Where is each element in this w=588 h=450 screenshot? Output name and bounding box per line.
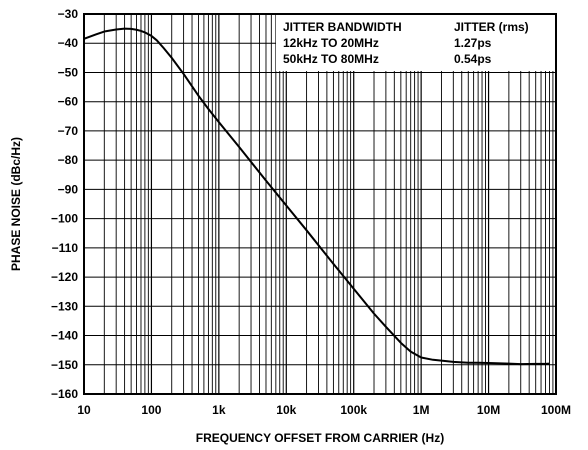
- x-tick-label: 10: [77, 403, 91, 417]
- x-tick-label: 100: [141, 403, 161, 417]
- y-tick-label: −110: [52, 241, 79, 255]
- legend-cell: 50kHz TO 80MHz: [283, 52, 379, 66]
- y-tick-label: −70: [58, 124, 79, 138]
- y-tick-label: −130: [51, 299, 78, 313]
- x-tick-label: 1k: [212, 403, 226, 417]
- y-tick-label: −90: [58, 182, 79, 196]
- legend-cell: 1.27ps: [454, 36, 492, 50]
- y-tick-label: −60: [58, 95, 79, 109]
- x-axis-ticks: 10 100 1k 10k 100k 1M 10M 100M: [77, 403, 571, 417]
- y-tick-label: −30: [58, 7, 79, 21]
- x-tick-label: 1M: [413, 403, 430, 417]
- y-tick-label: −160: [51, 387, 78, 401]
- y-tick-label: −120: [51, 270, 78, 284]
- phase-noise-series-line: [84, 29, 549, 365]
- x-axis-title: FREQUENCY OFFSET FROM CARRIER (Hz): [196, 431, 444, 445]
- y-tick-label: −40: [58, 36, 79, 50]
- y-tick-label: −150: [51, 358, 78, 372]
- y-axis-title: PHASE NOISE (dBc/Hz): [9, 137, 23, 271]
- legend-header: JITTER (rms): [454, 20, 529, 34]
- y-tick-label: −80: [58, 153, 79, 167]
- y-tick-label: −100: [51, 212, 78, 226]
- legend-cell: 0.54ps: [454, 52, 492, 66]
- x-tick-label: 100M: [541, 403, 571, 417]
- y-axis-ticks: −30 −40 −50 −60 −70 −80 −90 −100 −110 −120 −130 −14…: [51, 7, 78, 401]
- plot-area: [84, 29, 549, 365]
- x-tick-label: 10k: [276, 403, 296, 417]
- y-tick-label: −140: [51, 329, 78, 343]
- x-tick-label: 10M: [477, 403, 500, 417]
- legend-header: JITTER BANDWIDTH: [283, 20, 402, 34]
- legend-cell: 12kHz TO 20MHz: [283, 36, 379, 50]
- jitter-legend-table: JITTER BANDWIDTH JITTER (rms) 12kHz TO 20M…: [276, 15, 555, 71]
- y-tick-label: −50: [58, 65, 79, 79]
- x-tick-label: 100k: [340, 403, 367, 417]
